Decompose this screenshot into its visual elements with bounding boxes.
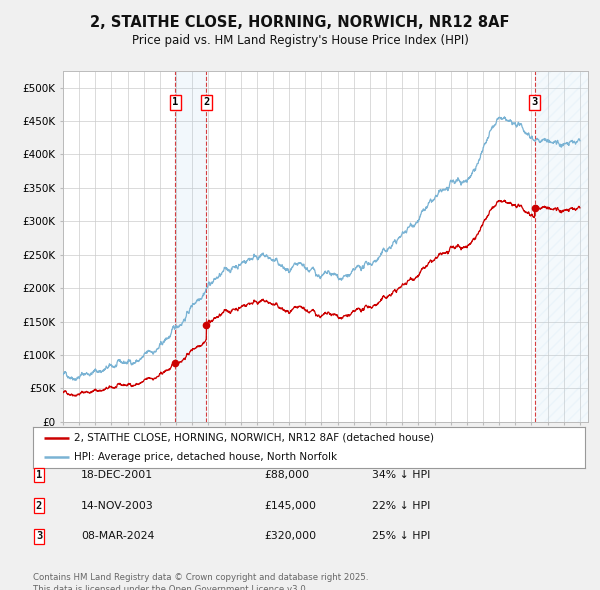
Text: 18-DEC-2001: 18-DEC-2001	[81, 470, 153, 480]
Text: Price paid vs. HM Land Registry's House Price Index (HPI): Price paid vs. HM Land Registry's House …	[131, 34, 469, 47]
Text: 34% ↓ HPI: 34% ↓ HPI	[372, 470, 430, 480]
Text: 3: 3	[36, 532, 42, 541]
Text: 2: 2	[203, 97, 209, 107]
Text: 2, STAITHE CLOSE, HORNING, NORWICH, NR12 8AF (detached house): 2, STAITHE CLOSE, HORNING, NORWICH, NR12…	[74, 432, 434, 442]
Text: £145,000: £145,000	[264, 501, 316, 510]
Text: 2, STAITHE CLOSE, HORNING, NORWICH, NR12 8AF: 2, STAITHE CLOSE, HORNING, NORWICH, NR12…	[90, 15, 510, 30]
Text: £88,000: £88,000	[264, 470, 309, 480]
Text: 25% ↓ HPI: 25% ↓ HPI	[372, 532, 430, 541]
Text: 22% ↓ HPI: 22% ↓ HPI	[372, 501, 430, 510]
Text: 08-MAR-2024: 08-MAR-2024	[81, 532, 154, 541]
Text: 1: 1	[36, 470, 42, 480]
Text: Contains HM Land Registry data © Crown copyright and database right 2025.
This d: Contains HM Land Registry data © Crown c…	[33, 573, 368, 590]
Text: 1: 1	[172, 97, 179, 107]
Text: £320,000: £320,000	[264, 532, 316, 541]
Bar	[175, 71, 206, 422]
Text: 14-NOV-2003: 14-NOV-2003	[81, 501, 154, 510]
Text: 2: 2	[36, 501, 42, 510]
Bar	[535, 71, 588, 422]
Text: HPI: Average price, detached house, North Norfolk: HPI: Average price, detached house, Nort…	[74, 452, 338, 462]
Text: 3: 3	[532, 97, 538, 107]
